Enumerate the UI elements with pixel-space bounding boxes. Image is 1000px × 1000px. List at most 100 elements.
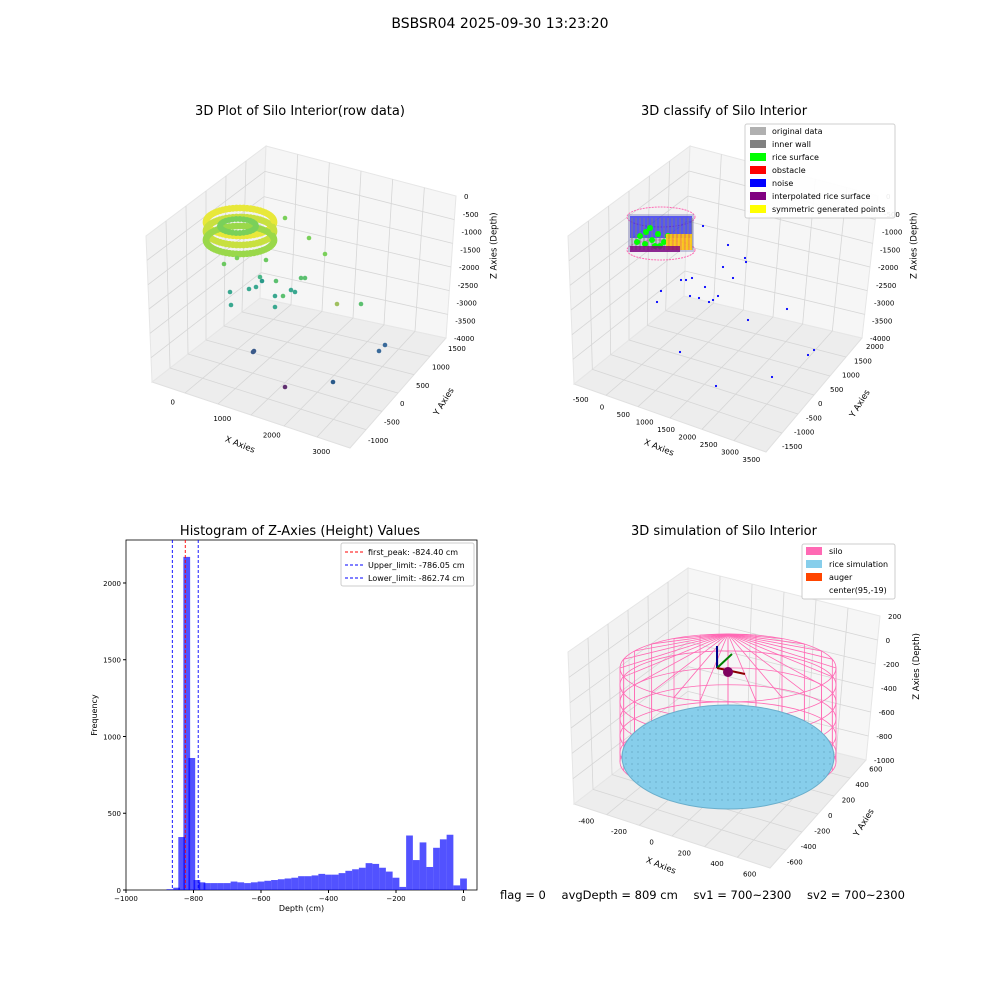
sim-rice-dot xyxy=(763,793,765,795)
hist-bar xyxy=(183,556,191,890)
sim-rice-dot xyxy=(709,775,711,777)
raw-point xyxy=(252,221,259,228)
sim-silo-roof-line xyxy=(673,633,729,698)
cls-wall-ring xyxy=(626,239,696,261)
sim-rice-dot xyxy=(685,727,687,729)
hist-bar xyxy=(173,887,180,890)
sim-rice-dot xyxy=(691,769,693,771)
sim-rice-dot xyxy=(715,745,717,747)
sim-rice-dot xyxy=(733,745,735,747)
sim-ztick-label: 0 xyxy=(886,637,890,645)
sim-rice-dot xyxy=(697,787,699,789)
sim-rice-dot xyxy=(661,751,663,753)
sim-rice-dot xyxy=(781,763,783,765)
sim-rice-dot xyxy=(781,739,783,741)
sim-rice-dot xyxy=(769,745,771,747)
sim-rice-dot xyxy=(775,721,777,723)
sim-yaxis-label: Y Axies xyxy=(851,807,877,840)
raw-ytick-label: 500 xyxy=(416,382,429,390)
sim-rice-dot xyxy=(769,733,771,735)
sim-gridline xyxy=(687,592,878,641)
sim-rice-dot xyxy=(679,763,681,765)
sim-rice-dot xyxy=(691,793,693,795)
sim-rice-dot xyxy=(745,751,747,753)
cls-ztick-label: -1500 xyxy=(880,246,900,254)
sim-rice-dot xyxy=(679,715,681,717)
sim-rice-dot xyxy=(763,787,765,789)
sim-rice-dot xyxy=(691,721,693,723)
sim-rice-dot xyxy=(685,763,687,765)
hist-xtick-label: −1000 xyxy=(114,895,138,903)
sim-rice-dot xyxy=(673,787,675,789)
hist-bar xyxy=(250,882,258,890)
raw-point xyxy=(376,348,382,354)
sim-rice-dot xyxy=(775,781,777,783)
sim-rice-dot xyxy=(709,793,711,795)
sim-rice-dot xyxy=(715,775,717,777)
sim-rice-dot xyxy=(769,763,771,765)
hist-bar xyxy=(358,867,366,890)
cls-legend-label: noise xyxy=(772,179,793,188)
sim-rice-dot xyxy=(637,733,639,735)
sim-rice-dot xyxy=(673,793,675,795)
hist-bar xyxy=(399,886,407,890)
sim-rice-dot xyxy=(817,769,819,771)
cls-ytick-label: 1000 xyxy=(842,372,860,380)
cls-ytick-label: -1000 xyxy=(794,429,814,437)
sim-rice-dot xyxy=(745,745,747,747)
sim-rice-dot xyxy=(721,727,723,729)
cls-xtick-label: 500 xyxy=(617,411,630,419)
cls-rice-surface-point xyxy=(643,229,649,235)
sim-ztick-label: 200 xyxy=(888,613,901,621)
sim-rice-dot xyxy=(661,721,663,723)
sim-rice-dot xyxy=(739,781,741,783)
sim-rice-dot xyxy=(829,751,831,753)
sim-rice-dot xyxy=(679,787,681,789)
sim-rice-dot xyxy=(739,799,741,801)
sim-rice-dot xyxy=(745,787,747,789)
sim-rice-dot xyxy=(631,739,633,741)
cls-noise-point xyxy=(659,289,663,293)
sim-rice-dot xyxy=(643,739,645,741)
sim-rice-dot xyxy=(787,733,789,735)
sim-rice-dot xyxy=(715,799,717,801)
sim-rice-dot xyxy=(625,751,627,753)
sim-rice-dot xyxy=(775,727,777,729)
sim-rice-dot xyxy=(703,763,705,765)
sim-rice-dot xyxy=(745,715,747,717)
cls-noise-point xyxy=(716,294,720,298)
sim-silo-roof-line xyxy=(727,633,783,698)
cls-noise-point xyxy=(678,350,682,354)
raw-ztick-label: -500 xyxy=(463,211,479,219)
sim-silo-roof-line xyxy=(623,633,729,660)
hist-legend-label: Lower_limit: -862.74 cm xyxy=(368,574,465,583)
cls-noise-point xyxy=(655,300,659,304)
cls-silo-points xyxy=(626,206,816,388)
sim-rice-dot xyxy=(745,709,747,711)
sim-silo-roof-line xyxy=(727,633,833,660)
sim-rice-dot xyxy=(757,763,759,765)
sim-rice-dot xyxy=(799,739,801,741)
sim-rice-dot xyxy=(763,769,765,771)
sim-rice-dot xyxy=(793,787,795,789)
cls-gridline xyxy=(665,310,847,358)
sim-rice-dot xyxy=(697,763,699,765)
sim-rice-dot xyxy=(661,757,663,759)
hist-ytick-label: 0 xyxy=(117,887,121,895)
cls-legend-label: obstacle xyxy=(772,166,806,175)
sim-rice-dot xyxy=(649,739,651,741)
sim-xtick-label: 600 xyxy=(743,871,756,879)
status-line: flag = 0 avgDepth = 809 cm sv1 = 700~230… xyxy=(500,888,920,902)
sim-rice-dot xyxy=(727,757,729,759)
sim-legend-label: silo xyxy=(829,547,843,556)
sim-rice-dot xyxy=(745,793,747,795)
sim-rice-dot xyxy=(685,739,687,741)
sim-rice-dot xyxy=(709,757,711,759)
sim-rice-dot xyxy=(745,757,747,759)
cls-ztick-label: -4000 xyxy=(870,335,890,343)
raw-point xyxy=(358,301,364,307)
sim-rice-dot xyxy=(787,739,789,741)
sim-ytick-label: -600 xyxy=(787,858,803,866)
sim-center-marker xyxy=(723,667,733,677)
